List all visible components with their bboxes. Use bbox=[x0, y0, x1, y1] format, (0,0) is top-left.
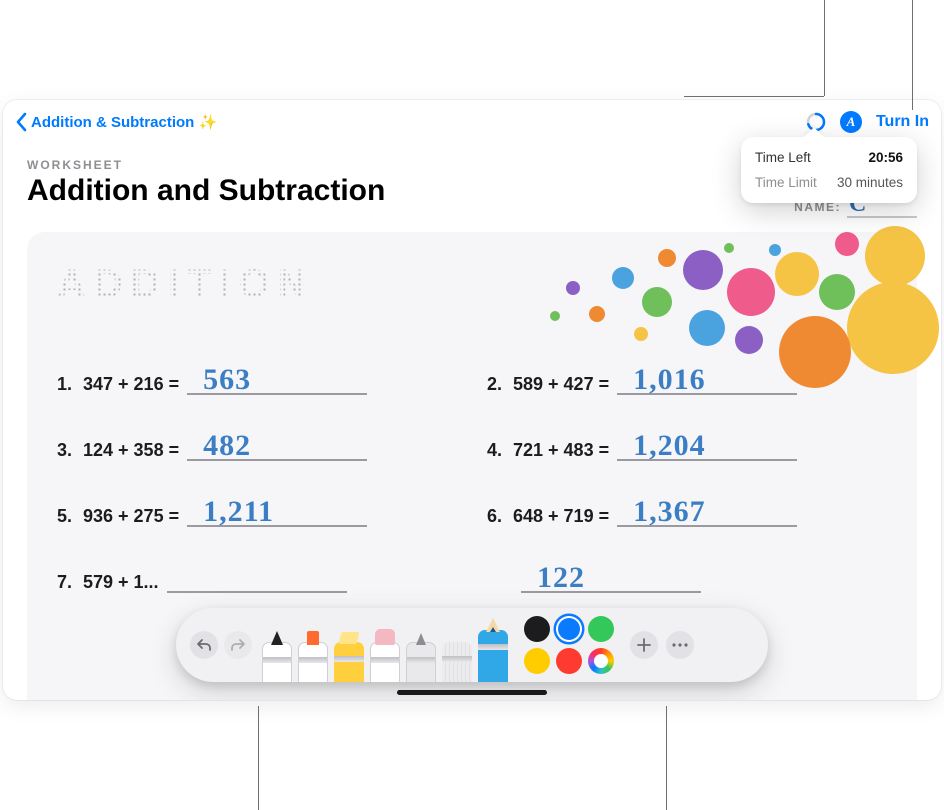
dot bbox=[775, 252, 819, 296]
dot bbox=[689, 310, 725, 346]
markup-icon: A bbox=[847, 114, 856, 130]
redo-icon bbox=[230, 638, 246, 652]
plus-icon bbox=[637, 638, 651, 652]
timer-popover: Time Left 20:56 Time Limit 30 minutes bbox=[741, 137, 917, 203]
dot bbox=[724, 243, 734, 253]
color-swatches bbox=[524, 616, 614, 674]
swatch-black[interactable] bbox=[524, 616, 550, 642]
problem-expression: 648 + 719 = bbox=[513, 506, 609, 527]
answer-line[interactable]: 1,016 bbox=[617, 365, 797, 395]
back-button[interactable]: Addition & Subtraction ✨ bbox=[15, 112, 217, 132]
problem: 7.579 + 1... bbox=[57, 563, 457, 593]
home-indicator[interactable] bbox=[397, 690, 547, 695]
problem: 6.648 + 719 = 1,367 bbox=[487, 497, 887, 527]
dot bbox=[865, 226, 925, 286]
handwritten-answer: 122 bbox=[537, 561, 585, 595]
problem: 122 bbox=[487, 563, 887, 593]
tool-highlighter[interactable] bbox=[334, 642, 364, 682]
answer-line[interactable]: 563 bbox=[187, 365, 367, 395]
dot bbox=[819, 274, 855, 310]
time-limit-label: Time Limit bbox=[755, 175, 817, 190]
callout-line bbox=[684, 96, 824, 97]
answer-line[interactable] bbox=[167, 563, 347, 593]
problem: 3.124 + 358 = 482 bbox=[57, 431, 457, 461]
callout-line bbox=[912, 0, 913, 110]
chevron-left-icon bbox=[15, 112, 29, 132]
dot bbox=[727, 268, 775, 316]
tool-eraser[interactable] bbox=[370, 642, 400, 682]
handwritten-answer: 1,367 bbox=[633, 495, 706, 529]
tool-pencil[interactable] bbox=[478, 630, 508, 682]
dot bbox=[769, 244, 781, 256]
time-limit-value: 30 minutes bbox=[837, 175, 903, 190]
dot bbox=[642, 287, 672, 317]
problem-number: 5. bbox=[57, 506, 83, 527]
swatch-green[interactable] bbox=[588, 616, 614, 642]
problem-number: 4. bbox=[487, 440, 513, 461]
time-left-value: 20:56 bbox=[868, 150, 903, 165]
problem-expression: 579 + 1... bbox=[83, 572, 159, 593]
dot bbox=[658, 249, 676, 267]
answer-line[interactable]: 122 bbox=[521, 563, 701, 593]
turn-in-button[interactable]: Turn In bbox=[876, 113, 929, 131]
answer-line[interactable]: 1,211 bbox=[187, 497, 367, 527]
callout-line bbox=[258, 706, 259, 810]
handwritten-answer: 1,211 bbox=[203, 495, 274, 529]
problem-expression: 347 + 216 = bbox=[83, 374, 179, 395]
problem-number: 7. bbox=[57, 572, 83, 593]
problem-number: 3. bbox=[57, 440, 83, 461]
handwritten-answer: 1,016 bbox=[633, 363, 706, 397]
problem-expression: 936 + 275 = bbox=[83, 506, 179, 527]
tool-picker bbox=[262, 608, 508, 682]
problem: 4.721 + 483 = 1,204 bbox=[487, 431, 887, 461]
time-left-label: Time Left bbox=[755, 150, 811, 165]
swatch-red[interactable] bbox=[556, 648, 582, 674]
redo-button[interactable] bbox=[224, 631, 252, 659]
handwritten-answer: 1,204 bbox=[633, 429, 706, 463]
answer-line[interactable]: 482 bbox=[187, 431, 367, 461]
problem-number: 1. bbox=[57, 374, 83, 395]
tool-pen[interactable] bbox=[262, 642, 292, 682]
callout-line bbox=[666, 706, 667, 810]
problem: 1.347 + 216 = 563 bbox=[57, 365, 457, 395]
swatch-blue[interactable] bbox=[556, 616, 582, 642]
dot bbox=[847, 282, 939, 374]
markup-toolbar bbox=[176, 608, 768, 682]
dot bbox=[634, 327, 648, 341]
answer-line[interactable]: 1,204 bbox=[617, 431, 797, 461]
dot bbox=[566, 281, 580, 295]
dot bbox=[683, 250, 723, 290]
problem-number: 6. bbox=[487, 506, 513, 527]
tool-marker[interactable] bbox=[298, 642, 328, 682]
dot bbox=[612, 267, 634, 289]
dot bbox=[550, 311, 560, 321]
callout-line bbox=[824, 0, 825, 96]
swatch-yellow[interactable] bbox=[524, 648, 550, 674]
dot bbox=[835, 232, 859, 256]
handwritten-answer: 482 bbox=[203, 429, 251, 463]
ellipsis-icon bbox=[672, 643, 688, 647]
problem-expression: 124 + 358 = bbox=[83, 440, 179, 461]
back-title: Addition & Subtraction ✨ bbox=[31, 113, 217, 131]
tool-lasso[interactable] bbox=[406, 642, 436, 682]
problem-expression: 721 + 483 = bbox=[513, 440, 609, 461]
undo-button[interactable] bbox=[190, 631, 218, 659]
add-button[interactable] bbox=[630, 631, 658, 659]
handwritten-answer: 563 bbox=[203, 363, 251, 397]
ipad-screen: Addition & Subtraction ✨ A Turn In Time … bbox=[3, 100, 941, 700]
answer-line[interactable]: 1,367 bbox=[617, 497, 797, 527]
markup-button[interactable]: A bbox=[840, 111, 862, 133]
dot bbox=[735, 326, 763, 354]
problem: 5.936 + 275 = 1,211 bbox=[57, 497, 457, 527]
dot bbox=[589, 306, 605, 322]
more-button[interactable] bbox=[666, 631, 694, 659]
tool-ruler[interactable] bbox=[442, 642, 472, 682]
section-heading: ADDITION bbox=[57, 262, 314, 307]
undo-icon bbox=[196, 638, 212, 652]
swatch-color-picker[interactable] bbox=[588, 648, 614, 674]
